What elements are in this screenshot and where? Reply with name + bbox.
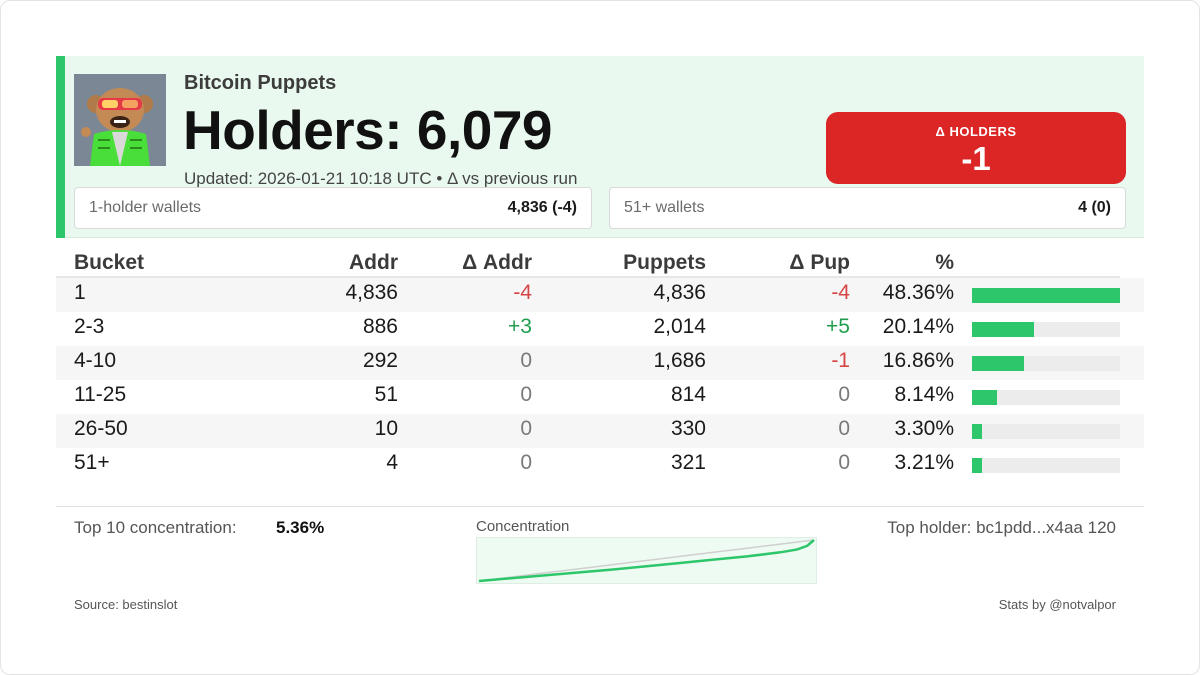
concentration-line (478, 539, 815, 583)
table-header-row: Bucket Addr Δ Addr Puppets Δ Pup % (56, 248, 1120, 278)
concentration-chart-svg (478, 539, 815, 583)
header-delta-addr: Δ Addr (462, 251, 532, 274)
percent-cell: 16.86% (882, 349, 954, 372)
share-bar-fill (972, 288, 1120, 303)
one-holder-wallets-label: 1-holder wallets (89, 199, 202, 216)
addr-cell: 886 (362, 315, 398, 338)
footer-divider (56, 506, 1144, 507)
bucket-cell: 11-25 (74, 383, 127, 406)
table-row: 4-10 292 0 1,686 -1 16.86% (56, 346, 1144, 380)
share-bar-track (972, 390, 1120, 405)
delta-holders-value: -1 (961, 140, 991, 177)
delta-addr-cell: 0 (520, 451, 532, 474)
top10-concentration-label: Top 10 concentration: (74, 518, 237, 537)
one-holder-wallets-box: 1-holder wallets 4,836 (-4) (74, 187, 592, 229)
bucket-cell: 51+ (74, 451, 110, 474)
collection-avatar (74, 74, 166, 166)
share-bar-track (972, 288, 1120, 303)
addr-cell: 51 (374, 383, 398, 406)
concentration-chart (476, 537, 817, 584)
puppets-cell: 2,014 (653, 315, 706, 338)
bucket-cell: 2-3 (74, 315, 105, 338)
collection-name: Bitcoin Puppets (184, 72, 337, 94)
share-bar-fill (972, 322, 1034, 337)
puppets-cell: 1,686 (653, 349, 706, 372)
delta-addr-cell: 0 (520, 383, 532, 406)
share-bar-fill (972, 356, 1024, 371)
fifty-one-plus-wallets-box: 51+ wallets 4 (0) (609, 187, 1126, 229)
top-holder: Top holder: bc1pdd...x4aa 120 (887, 518, 1116, 537)
delta-pup-cell: 0 (838, 383, 850, 406)
source-note: Source: bestinslot (74, 597, 178, 612)
share-bar-track (972, 322, 1120, 337)
delta-pup-cell: 0 (838, 417, 850, 440)
puppets-cell: 4,836 (653, 281, 706, 304)
puppets-cell: 330 (670, 417, 706, 440)
table-row: 11-25 51 0 814 0 8.14% (56, 380, 1144, 414)
header-puppets: Puppets (623, 251, 706, 274)
bucket-cell: 1 (74, 281, 86, 304)
header-accent-bar (56, 56, 65, 238)
concentration-chart-title: Concentration (476, 518, 570, 535)
table-body: 1 4,836 -4 4,836 -4 48.36% 2-3 886 +3 2,014 +5 20.1… (56, 278, 1144, 482)
delta-pup-cell: -4 (831, 281, 850, 304)
header-panel: Bitcoin Puppets Holders: 6,079 Updated: … (56, 56, 1144, 238)
delta-holders-label: Δ HOLDERS (935, 124, 1017, 139)
share-bar-fill (972, 424, 983, 439)
bucket-cell: 26-50 (74, 417, 128, 440)
bucket-table: Bucket Addr Δ Addr Puppets Δ Pup % 1 4,83… (56, 248, 1144, 482)
percent-cell: 3.21% (894, 451, 954, 474)
percent-cell: 20.14% (882, 315, 954, 338)
share-bar-fill (972, 458, 982, 473)
percent-cell: 48.36% (882, 281, 954, 304)
fifty-one-plus-wallets-label: 51+ wallets (624, 199, 705, 216)
delta-addr-cell: 0 (520, 417, 532, 440)
share-bar-fill (972, 390, 997, 405)
percent-cell: 8.14% (894, 383, 954, 406)
percent-cell: 3.30% (894, 417, 954, 440)
delta-addr-cell: +3 (508, 315, 532, 338)
delta-pup-cell: -1 (831, 349, 850, 372)
share-bar-track (972, 356, 1120, 371)
addr-cell: 4 (386, 451, 398, 474)
share-bar-track (972, 458, 1120, 473)
table-row: 2-3 886 +3 2,014 +5 20.14% (56, 312, 1144, 346)
delta-pup-cell: +5 (826, 315, 850, 338)
fifty-one-plus-wallets-value: 4 (0) (1078, 199, 1111, 216)
delta-addr-cell: 0 (520, 349, 532, 372)
header-delta-pup: Δ Pup (789, 251, 850, 274)
addr-cell: 292 (362, 349, 398, 372)
header-percent: % (935, 251, 954, 274)
credit-note: Stats by @notvalpor (998, 597, 1116, 612)
delta-holders-card: Δ HOLDERS -1 (826, 112, 1126, 184)
header-bucket: Bucket (74, 251, 145, 274)
bucket-cell: 4-10 (74, 349, 117, 372)
table-row: 1 4,836 -4 4,836 -4 48.36% (56, 278, 1144, 312)
addr-cell: 10 (374, 417, 398, 440)
puppet-avatar-image (74, 74, 166, 166)
puppets-cell: 321 (670, 451, 706, 474)
addr-cell: 4,836 (345, 281, 398, 304)
top10-concentration-value: 5.36% (276, 518, 325, 537)
share-bar-track (972, 424, 1120, 439)
updated-timestamp: Updated: 2026-01-21 10:18 UTC • Δ vs pre… (184, 169, 578, 188)
delta-pup-cell: 0 (838, 451, 850, 474)
puppets-cell: 814 (670, 383, 706, 406)
table-row: 51+ 4 0 321 0 3.21% (56, 448, 1144, 482)
header-addr: Addr (349, 251, 398, 274)
delta-addr-cell: -4 (513, 281, 532, 304)
table-row: 26-50 10 0 330 0 3.30% (56, 414, 1144, 448)
equality-line (478, 539, 815, 582)
holders-count-title: Holders: 6,079 (183, 99, 553, 161)
one-holder-wallets-value: 4,836 (-4) (507, 199, 577, 216)
